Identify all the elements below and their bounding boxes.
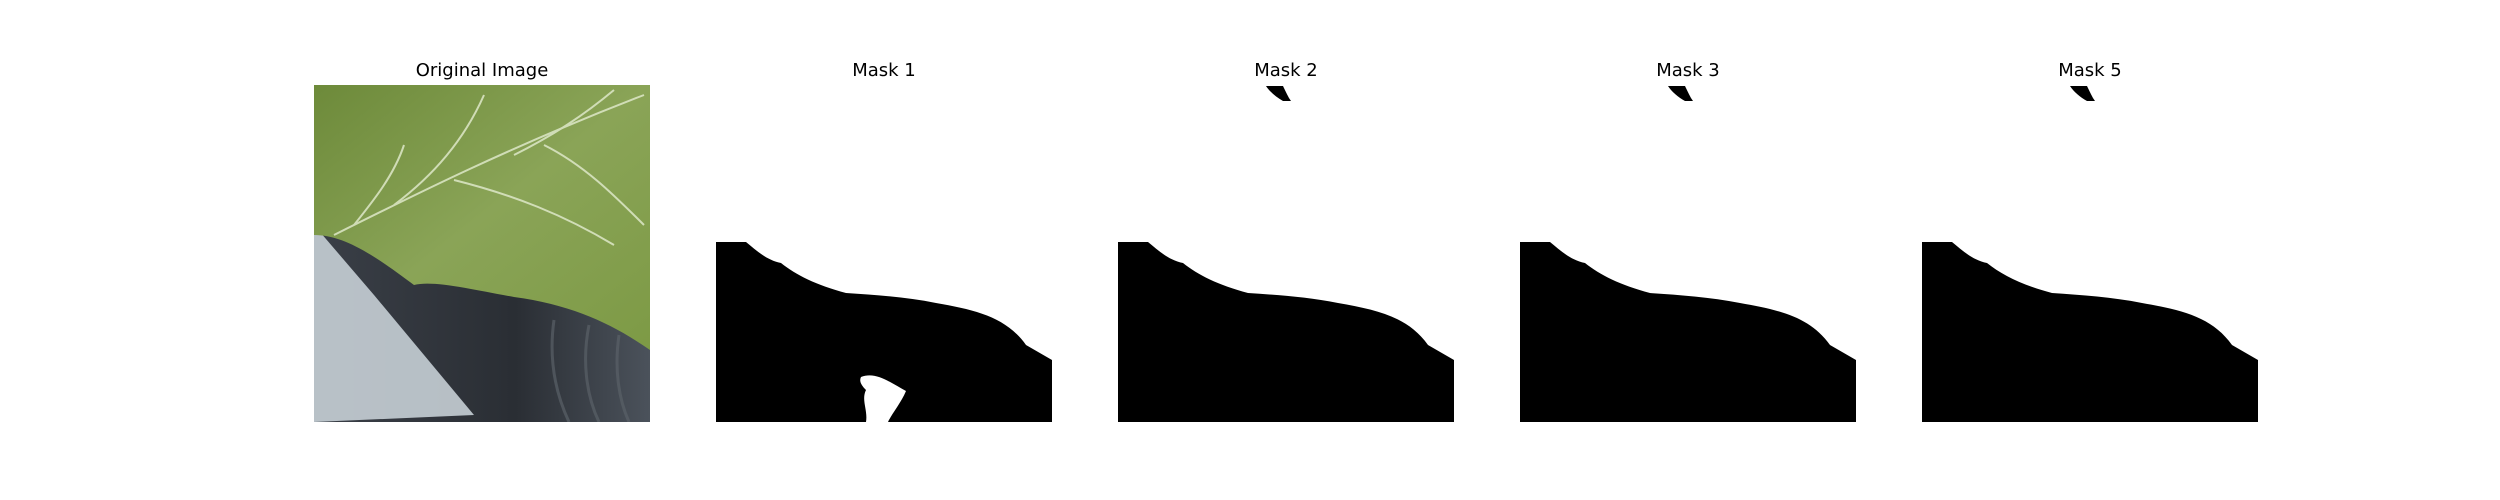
original-image [314,85,650,422]
light-surface-region [314,225,474,422]
mask-3-image [1520,85,1856,422]
mask-2-image [1118,85,1454,422]
panel-title-mask-1: Mask 1 [852,60,916,81]
mask-3-panel [1520,85,1856,422]
mask-2-region [1118,242,1454,422]
leaf-region [314,85,650,350]
panel-title-mask-5: Mask 5 [2058,60,2122,81]
mask-3-region [1520,242,1856,422]
mask-2-small-blob [1266,86,1291,101]
leaf-veins [333,89,645,246]
panel-title-mask-2: Mask 2 [1254,60,1318,81]
mask-5-region [1922,242,2258,422]
panel-title-original-image: Original Image [415,60,549,81]
mask-1-hole [860,375,906,422]
panel-title-mask-3: Mask 3 [1656,60,1720,81]
mask-5-image [1922,85,2258,422]
dark-object-ridges [550,319,631,422]
mask-5-panel [1922,85,2258,422]
mask-1-region [716,242,1052,422]
mask-5-small-blob [2070,86,2095,101]
mask-3-small-blob [1668,86,1693,101]
mask-1-panel [716,85,1052,422]
mask-2-panel [1118,85,1454,422]
original-image-panel [314,85,650,422]
mask-1-image [716,85,1052,422]
